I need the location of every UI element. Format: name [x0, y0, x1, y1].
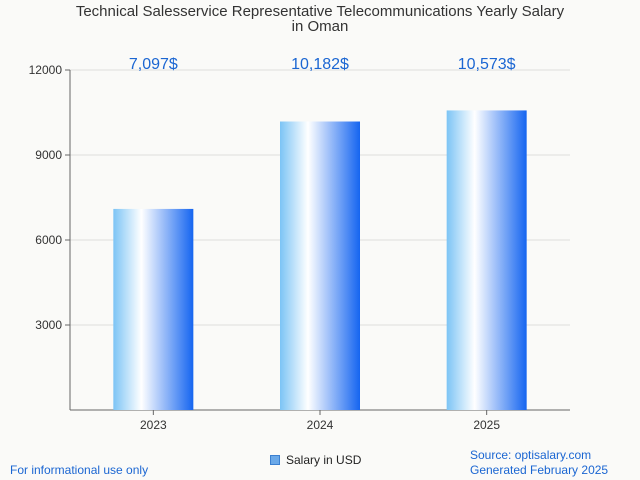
disclaimer-note: For informational use only	[10, 463, 149, 477]
y-tick-label: 12000	[29, 63, 63, 77]
axes: 3000 6000 9000 12000	[29, 63, 570, 415]
bar	[280, 121, 360, 410]
x-tick-label: 2023	[140, 418, 167, 432]
x-tick-label: 2024	[307, 418, 334, 432]
chart-title-line-2: in Oman	[291, 18, 349, 35]
data-label: 10,182$	[291, 56, 349, 73]
chart-title-line-1: Technical Salesservice Representative Te…	[75, 3, 565, 20]
legend-label: Salary in USD	[286, 453, 362, 467]
chart-title: Technical Salesservice Representative Te…	[0, 4, 640, 34]
labels: 2023 7,097$ 2024 10,182$ 2025 10,573$	[129, 56, 516, 432]
bar	[446, 110, 527, 410]
source-link[interactable]: Source: optisalary.com	[470, 448, 592, 462]
data-label: 10,573$	[458, 56, 516, 73]
generated-date: Generated February 2025	[470, 463, 609, 477]
bar	[113, 208, 194, 410]
data-label: 7,097$	[129, 56, 178, 73]
y-tick-label: 6000	[35, 233, 62, 247]
legend: Salary in USD	[270, 453, 361, 467]
legend-swatch	[270, 455, 280, 465]
y-tick-label: 9000	[35, 148, 62, 162]
source-info: Source: optisalary.com Generated Februar…	[470, 448, 608, 478]
bars	[113, 110, 527, 410]
y-tick-label: 3000	[35, 318, 62, 332]
x-tick-label: 2025	[473, 418, 500, 432]
